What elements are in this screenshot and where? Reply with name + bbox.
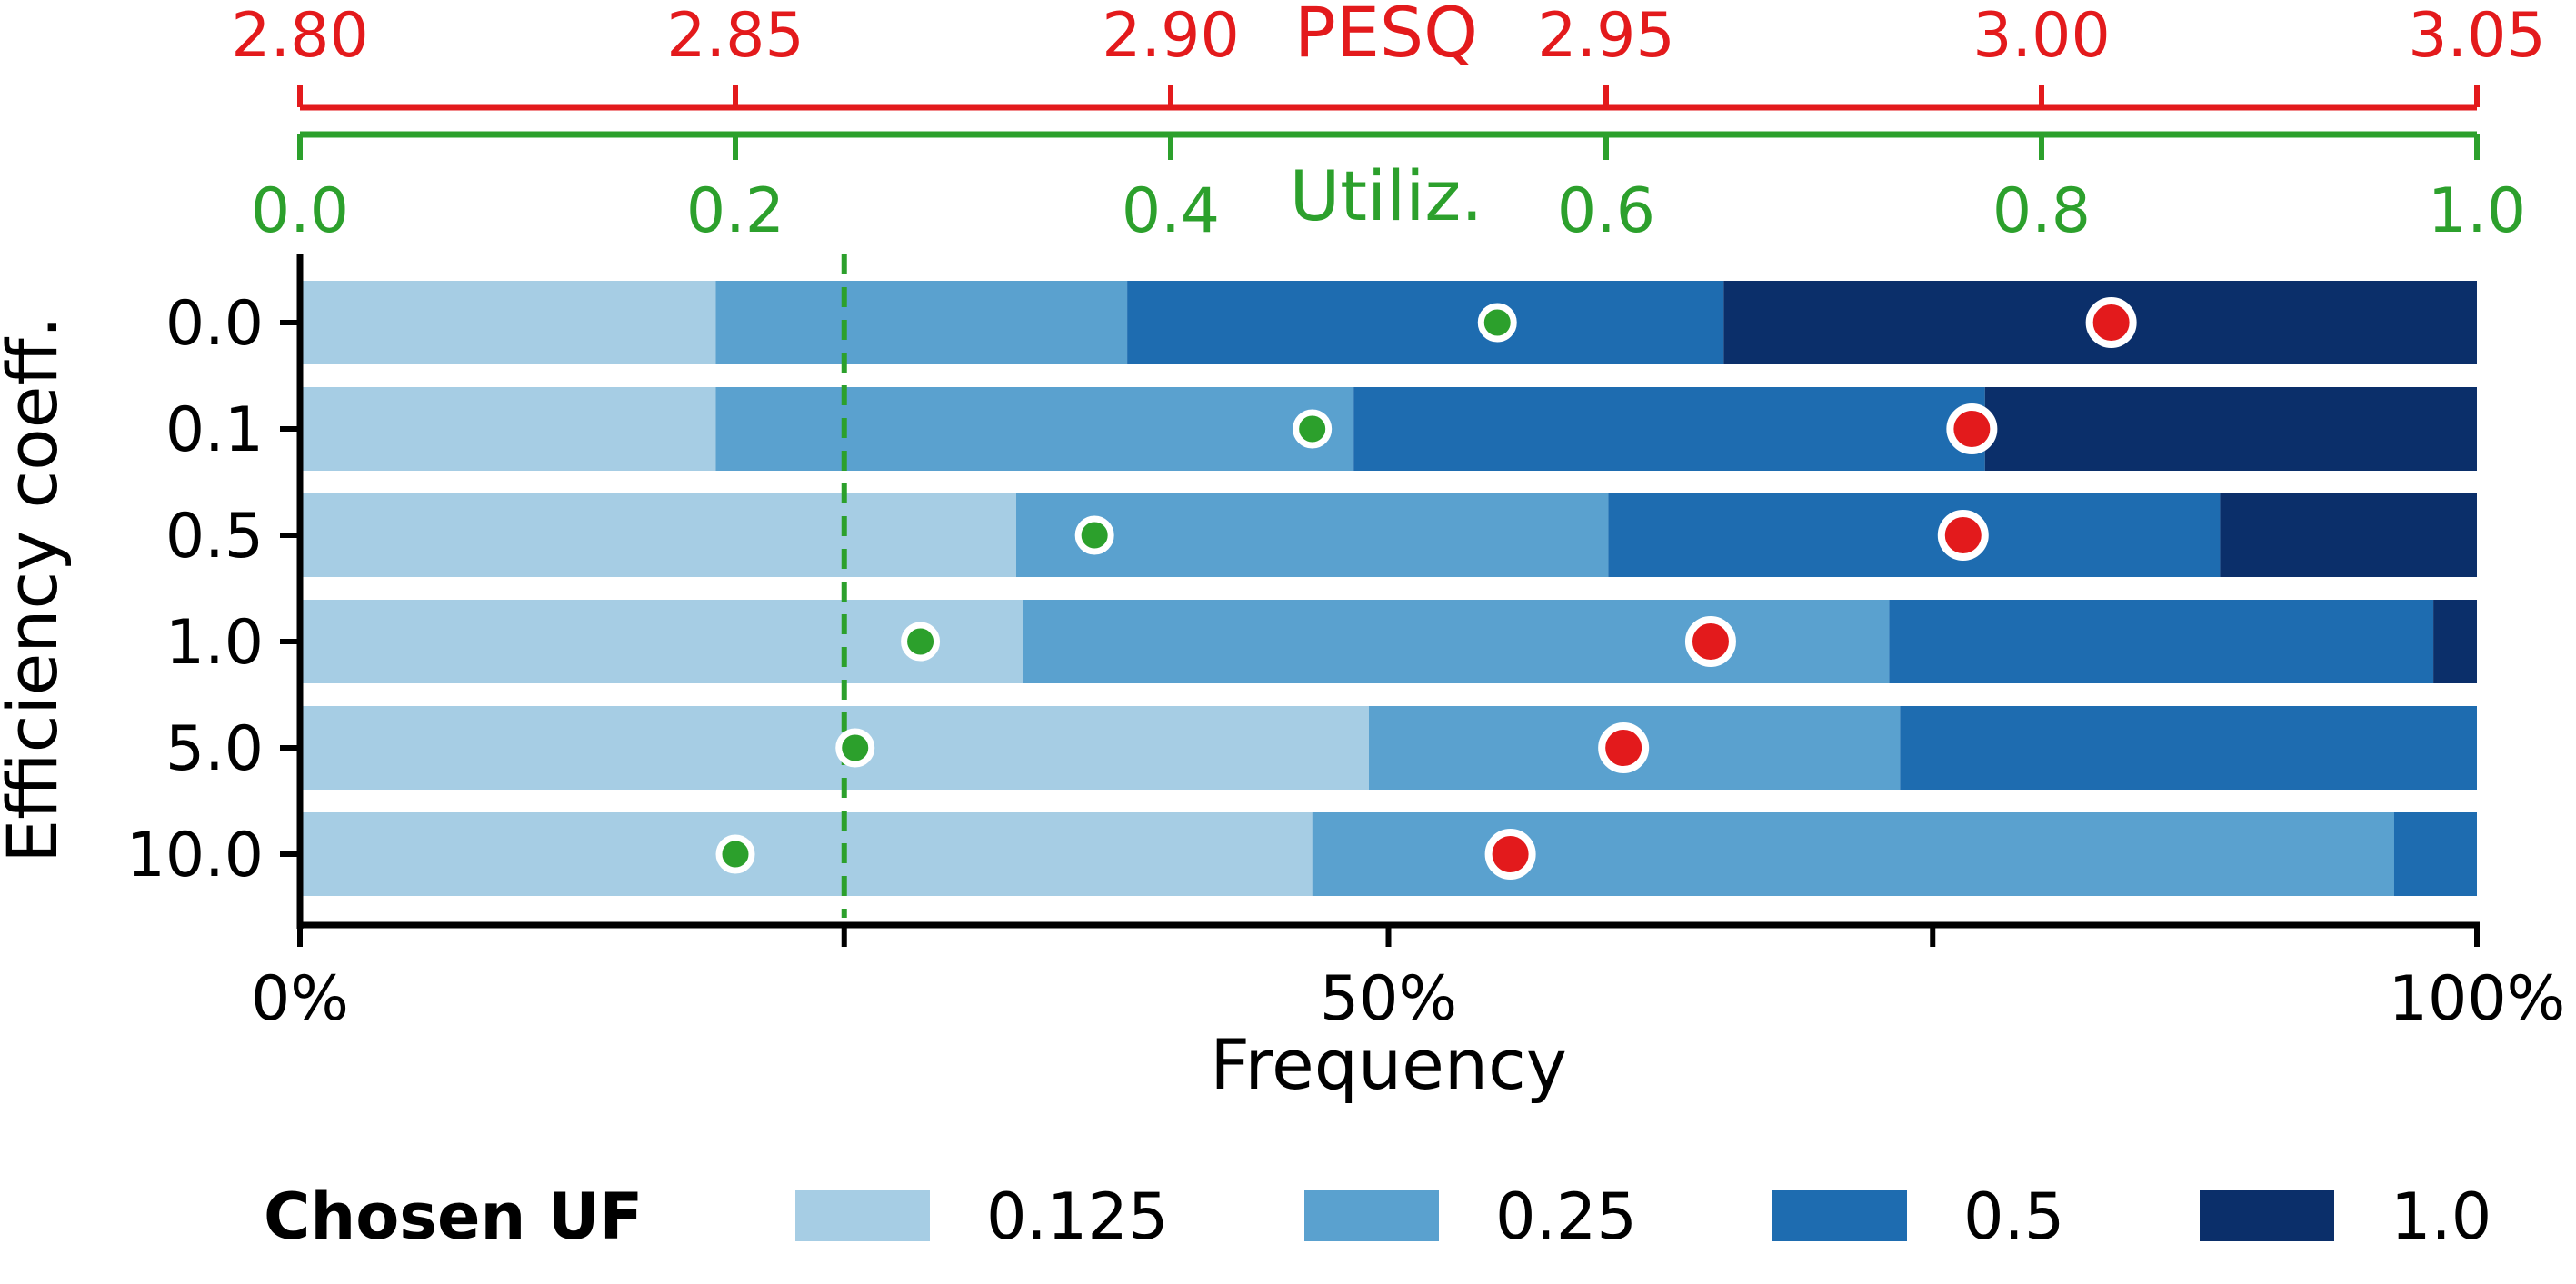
utilization-marker-1.0 [901,622,941,662]
utilization-tick-label: 1.0 [2428,175,2526,247]
bar-0.5-uf-1.0 [2220,493,2477,577]
utilization-tick-label: 0.0 [251,175,349,247]
bar-0.5-uf-0.5 [1608,493,2221,577]
pesq-axis-title: PESQ [1294,0,1478,73]
bar-1.0-uf-0.25 [1023,600,1890,683]
pesq-marker-10.0 [1484,829,1536,880]
legend-swatch-0.25 [1304,1190,1439,1241]
pesq-marker-1.0 [1684,616,1736,667]
pesq-tick-label: 3.00 [1972,0,2110,72]
bar-5.0-uf-0.5 [1900,706,2477,790]
legend-label-0.25: 0.25 [1495,1179,1637,1254]
bar-1.0-uf-0.5 [1889,600,2434,683]
bar-10.0-uf-0.25 [1312,812,2394,896]
utilization-axis-title: Utiliz. [1290,155,1483,236]
bar-10.0-uf-0.5 [2393,812,2477,896]
y-tick-label: 1.0 [165,607,264,679]
bar-0.5-uf-0.125 [300,493,1016,577]
bar-0.0-uf-0.25 [715,281,1128,364]
bar-1.0-uf-1.0 [2433,600,2477,683]
utilization-tick-label: 0.8 [1992,175,2091,247]
bar-0.1-uf-1.0 [1984,387,2477,471]
utilization-marker-0.1 [1293,409,1333,449]
bar-0.1-uf-0.25 [715,387,1354,471]
pesq-tick-label: 2.95 [1537,0,1674,72]
main-axes: 0.0 0.1 0.5 1.0 5.0 10.0 0% 50% 100% Frequency Eff… [0,254,2565,1105]
legend: Chosen UF 0.125 0.25 0.5 1.0 [264,1179,2491,1254]
pesq-tick-label: 2.85 [666,0,804,72]
y-tick-label: 5.0 [165,713,264,785]
utilization-tick-label: 0.4 [1122,175,1220,247]
utilization-tick-label: 0.6 [1557,175,1655,247]
utilization-marker-0.5 [1074,515,1114,555]
markers [715,297,2137,880]
y-tick-label: 0.5 [165,501,264,572]
legend-title: Chosen UF [264,1179,643,1254]
pesq-marker-0.1 [1946,403,1998,454]
legend-label-0.125: 0.125 [986,1179,1168,1254]
bar-5.0-uf-0.125 [300,706,1369,790]
pesq-marker-0.0 [2085,297,2137,348]
x-tick-label: 0% [251,963,349,1035]
bars [300,281,2477,896]
bar-0.0-uf-0.5 [1127,281,1724,364]
bar-10.0-uf-0.125 [300,812,1313,896]
pesq-tick-label: 3.05 [2408,0,2545,72]
pesq-tick-label: 2.80 [231,0,368,72]
utilization-tick-label: 0.2 [686,175,784,247]
legend-swatch-0.125 [795,1190,930,1241]
top-axes: 2.80 2.85 2.90 2.95 3.00 3.05 PESQ 0.0 0.2 0.4 0.6… [231,0,2545,247]
bar-0.5-uf-0.25 [1015,493,1609,577]
bar-0.0-uf-0.125 [300,281,716,364]
y-tick-label: 0.0 [165,288,264,360]
x-tick-label: 100% [2389,963,2565,1035]
utilization-marker-5.0 [835,728,875,768]
pesq-marker-0.5 [1937,510,1989,561]
utilization-marker-10.0 [715,834,755,874]
legend-label-1.0: 1.0 [2391,1179,2491,1254]
utilization-marker-0.0 [1477,303,1517,343]
legend-swatch-1.0 [2200,1190,2334,1241]
x-tick-label: 50% [1320,963,1457,1035]
x-axis-title: Frequency [1210,1024,1567,1105]
bar-0.1-uf-0.5 [1353,387,1985,471]
bar-0.1-uf-0.125 [300,387,716,471]
legend-label-0.5: 0.5 [1963,1179,2064,1254]
y-axis-title: Efficiency coeff. [0,316,73,863]
y-tick-label: 0.1 [165,394,264,466]
y-tick-label: 10.0 [126,820,264,891]
legend-swatch-0.5 [1772,1190,1907,1241]
pesq-tick-label: 2.90 [1102,0,1239,72]
pesq-marker-5.0 [1598,722,1650,773]
